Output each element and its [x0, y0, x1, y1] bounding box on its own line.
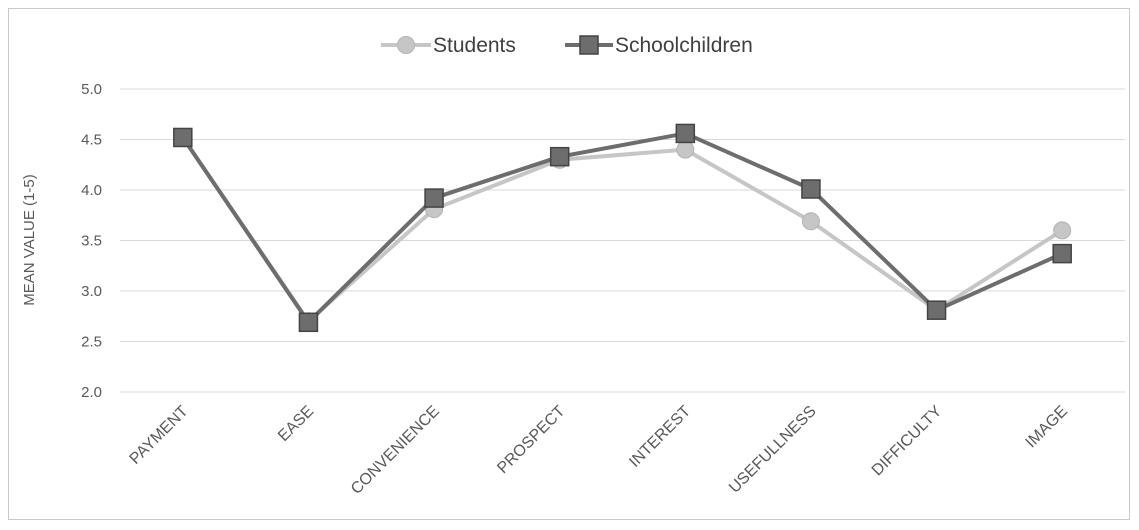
data-point — [676, 140, 695, 159]
series-group — [173, 123, 1072, 333]
x-axis-categories: PAYMENT EASE CONVENIENCE PROSPECT INTEREST US… — [127, 403, 1071, 498]
y-tick-label: 2.0 — [81, 384, 102, 401]
data-point — [1053, 221, 1072, 240]
data-point — [926, 300, 947, 320]
data-point — [801, 212, 820, 231]
data-point — [424, 188, 444, 208]
legend-marker — [397, 36, 415, 54]
data-point — [801, 179, 821, 199]
y-tick-label: 2.5 — [81, 334, 102, 351]
series-line — [181, 131, 1064, 325]
x-category-label: PROSPECT — [494, 403, 568, 477]
series-line — [181, 136, 1064, 324]
y-axis-title: MEAN VALUE (1-5) — [21, 174, 38, 305]
y-tick-label: 4.0 — [81, 182, 102, 199]
legend-label: Students — [433, 34, 516, 57]
y-tick-label: 4.5 — [81, 132, 102, 149]
legend-entry-schoolchildren: Schoolchildren — [565, 34, 753, 57]
x-category-label: IMAGE — [1023, 403, 1071, 451]
x-category-label: INTEREST — [626, 403, 694, 471]
data-point — [675, 123, 696, 144]
data-point — [298, 312, 319, 333]
gridlines — [120, 88, 1125, 393]
series-students — [173, 128, 1072, 331]
legend-label: Schoolchildren — [615, 34, 753, 57]
y-tick-label: 3.5 — [81, 233, 102, 250]
series-schoolchildren — [173, 123, 1072, 333]
data-point — [173, 127, 193, 148]
x-category-label: EASE — [275, 403, 317, 445]
x-category-label: USEFULLNESS — [726, 403, 820, 497]
legend-entry-students: Students — [381, 34, 516, 57]
chart-frame — [8, 8, 1130, 520]
legend-marker — [579, 35, 599, 55]
data-point — [1052, 243, 1072, 264]
x-category-label: DIFFICULTY — [869, 403, 946, 480]
y-tick-label: 3.0 — [81, 283, 102, 300]
y-tick-label: 5.0 — [81, 81, 102, 98]
legend: Students Schoolchildren — [381, 34, 753, 57]
y-axis-ticks: 2.0 2.5 3.0 3.5 4.0 4.5 5.0 — [81, 81, 102, 401]
x-category-label: PAYMENT — [127, 403, 192, 468]
data-point — [549, 146, 570, 167]
x-category-label: CONVENIENCE — [348, 403, 443, 498]
